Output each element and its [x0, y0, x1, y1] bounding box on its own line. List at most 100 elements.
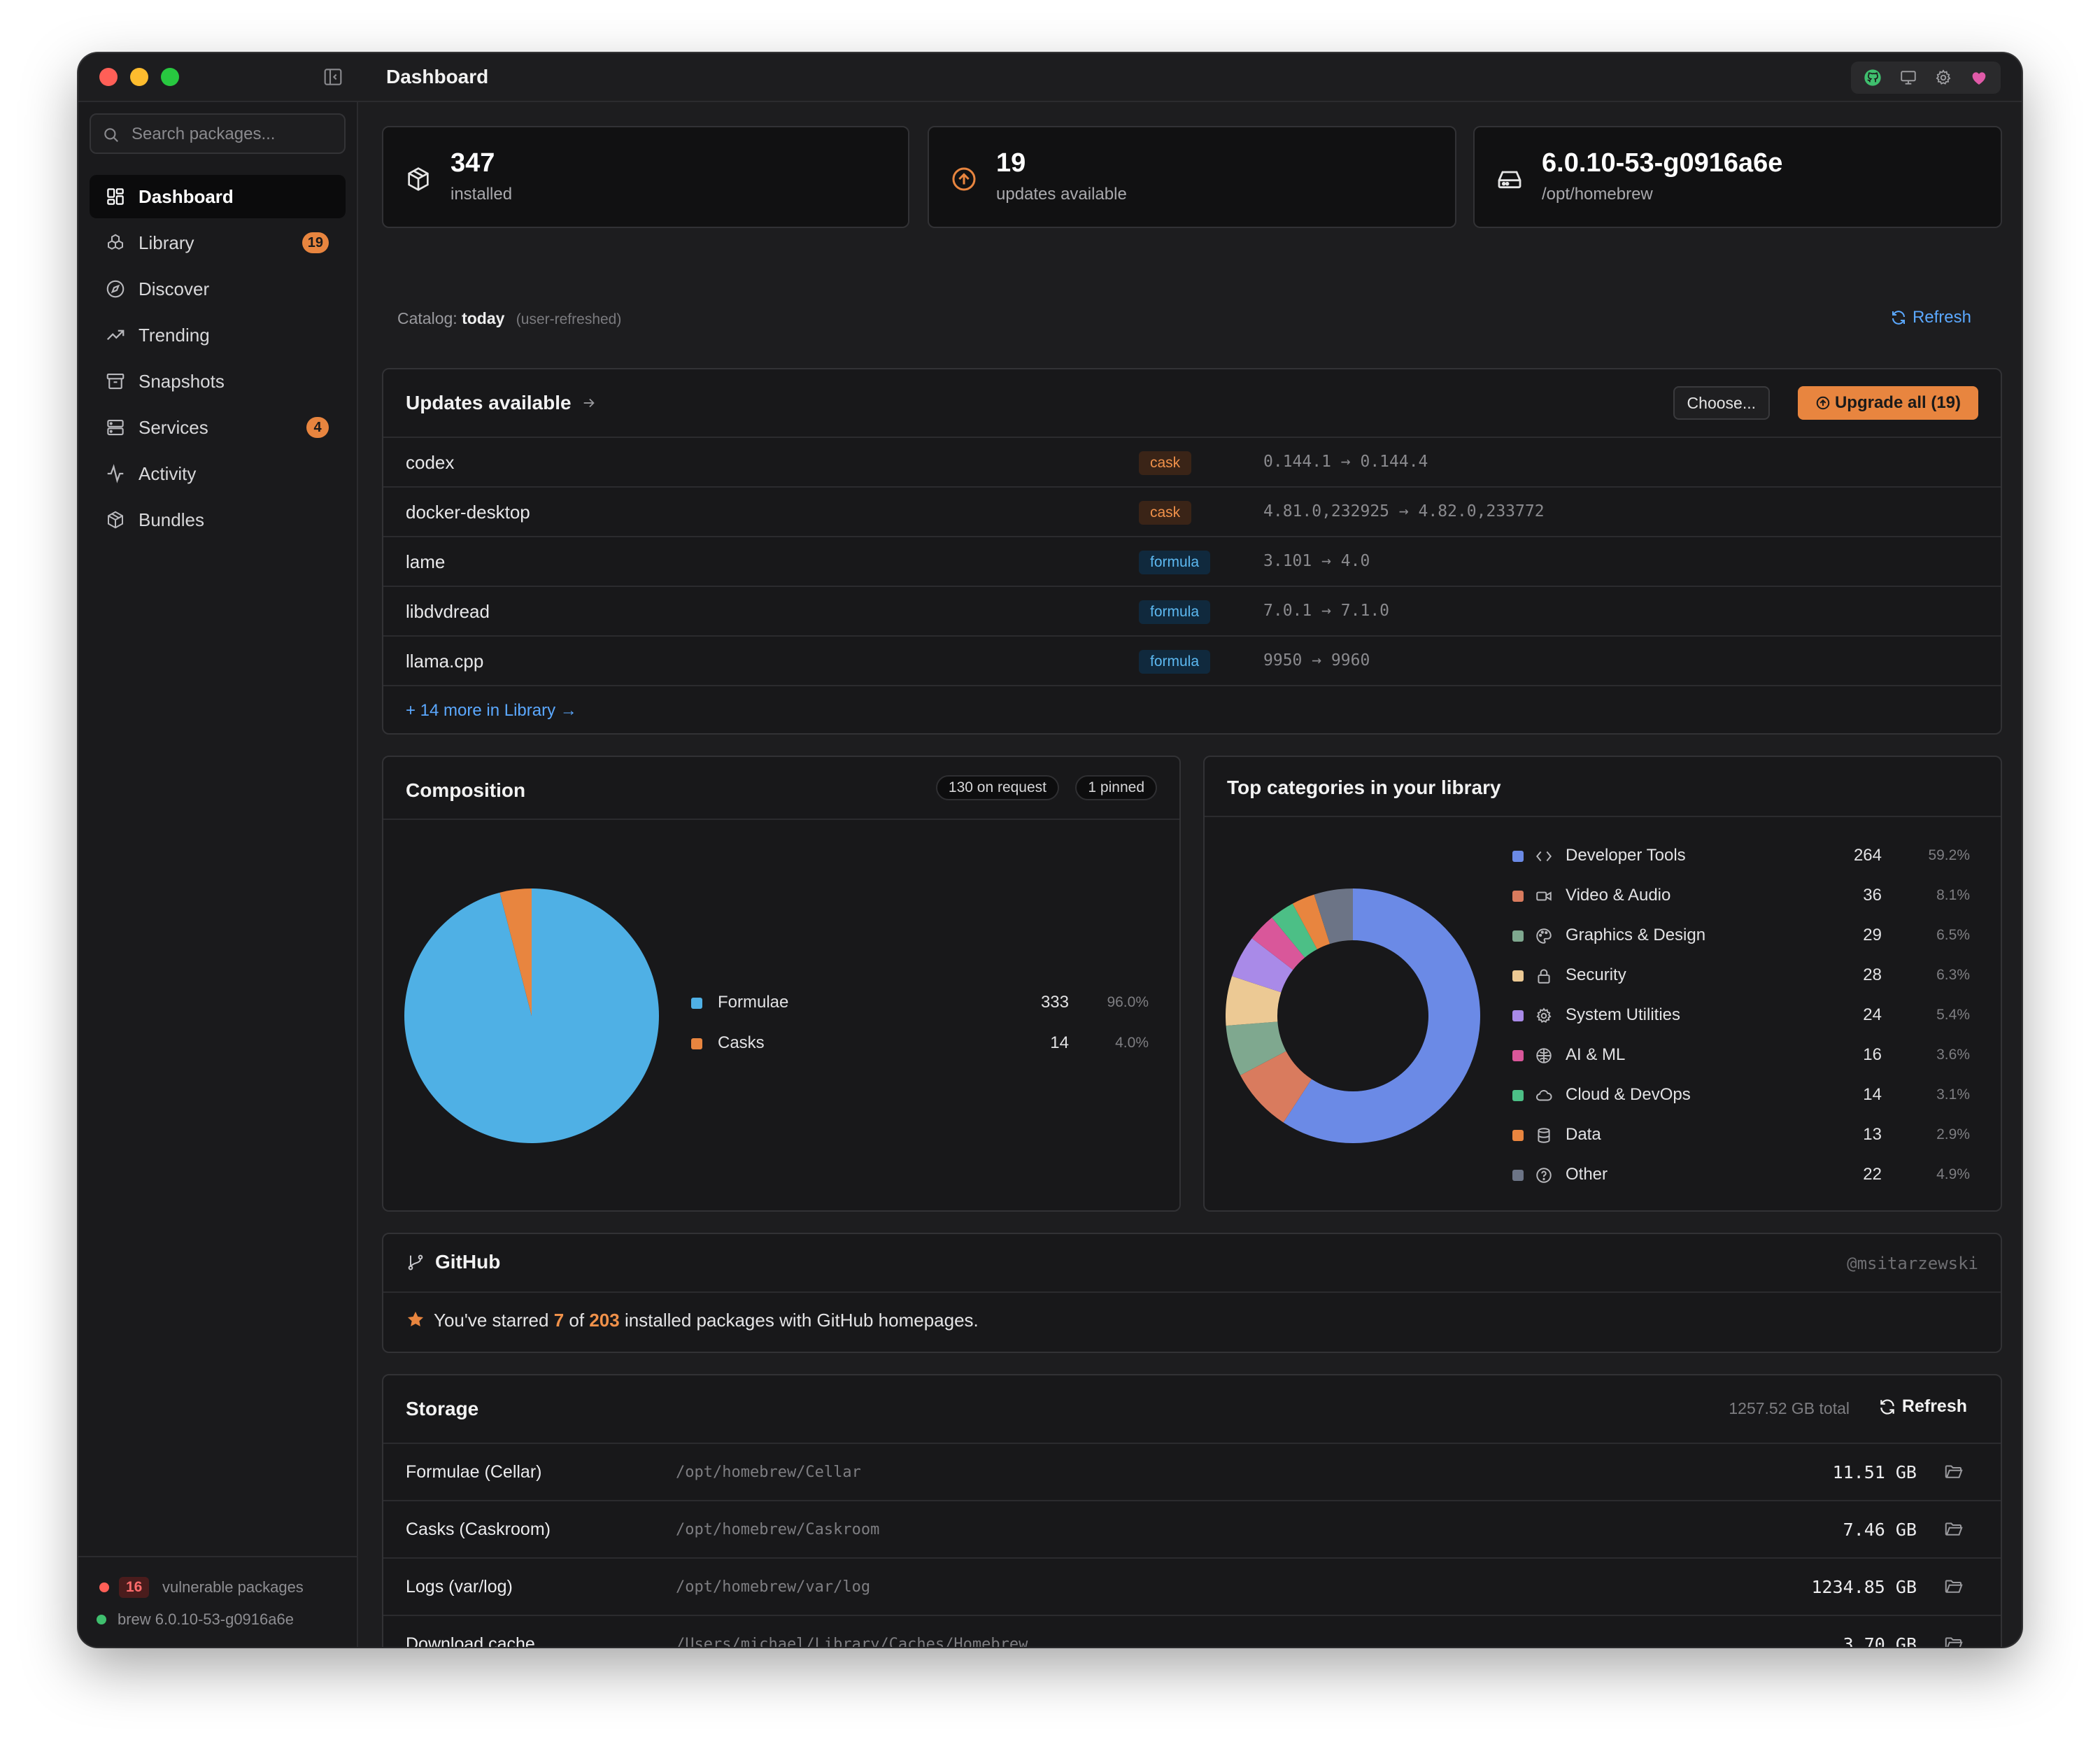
page-title: Dashboard [386, 66, 489, 87]
arrow-up-circle-icon [952, 167, 976, 191]
open-folder-icon[interactable] [1943, 1518, 1964, 1539]
category-slice-ai-ml[interactable] [1251, 917, 1305, 970]
legend-swatch [691, 998, 702, 1009]
choose-button[interactable]: Choose... [1673, 386, 1770, 420]
package-type-badge: cask [1139, 501, 1192, 525]
sidebar-item-bundles[interactable]: Bundles [90, 498, 346, 541]
minimize-window-button[interactable] [130, 68, 148, 86]
category-slice-cloud-devops[interactable] [1272, 903, 1317, 958]
composition-pie-chart [404, 888, 659, 1143]
update-row[interactable]: libdvdread formula 7.0.1 → 7.1.0 [383, 586, 2001, 635]
category-slice-system-utilities[interactable] [1232, 938, 1293, 993]
stat-card-updates[interactable]: 19 updates available [928, 126, 1456, 228]
category-slice-data[interactable] [1292, 894, 1331, 949]
sidebar-item-trending[interactable]: Trending [90, 313, 346, 357]
category-slice-graphics-design[interactable] [1226, 1021, 1286, 1076]
close-window-button[interactable] [99, 68, 118, 86]
update-row[interactable]: codex cask 0.144.1 → 0.144.4 [383, 437, 2001, 486]
github-icon[interactable] [1862, 67, 1883, 88]
open-folder-icon[interactable] [1943, 1461, 1964, 1482]
storage-total: 1257.52 GB total [1729, 1399, 1850, 1417]
legend-count: 14 [1050, 1033, 1069, 1052]
legend-label: Graphics & Design [1566, 926, 1706, 944]
search-icon [104, 128, 118, 142]
on-request-pill: 130 on request [935, 775, 1059, 800]
package-type-badge: formula [1139, 600, 1211, 624]
category-slice-other[interactable] [1314, 888, 1353, 944]
gear-icon[interactable] [1933, 67, 1954, 88]
vulnerable-label[interactable]: vulnerable packages [162, 1578, 304, 1596]
homepage-package-count: 203 [589, 1310, 620, 1331]
update-row[interactable]: lame formula 3.101 → 4.0 [383, 536, 2001, 586]
legend-swatch [1512, 970, 1524, 982]
composition-slice-casks[interactable] [499, 888, 532, 1016]
legend-swatch [1512, 1050, 1524, 1061]
help-circle-icon [1535, 1166, 1553, 1184]
legend-row[interactable]: AI & ML 16 3.6% [1512, 1043, 1970, 1068]
palette-icon [1535, 927, 1553, 945]
legend-row[interactable]: Video & Audio 36 8.1% [1512, 884, 1970, 909]
trending-icon [106, 330, 125, 341]
legend-label: Developer Tools [1566, 846, 1686, 865]
sidebar-item-label: Discover [139, 278, 210, 299]
heart-icon[interactable] [1968, 67, 1989, 88]
legend-row[interactable]: Graphics & Design 29 6.5% [1512, 923, 1970, 949]
sidebar-item-services[interactable]: Services 4 [90, 406, 346, 449]
update-row[interactable]: docker-desktop cask 4.81.0,232925 → 4.82… [383, 486, 2001, 536]
catalog-value: today [462, 309, 505, 327]
catalog-refresh-button[interactable]: Refresh [1890, 308, 1971, 327]
category-slice-developer-tools[interactable] [1283, 888, 1480, 1143]
categories-card: Top categories in your library Developer… [1203, 756, 2002, 1212]
legend-row[interactable]: Other 22 4.9% [1512, 1163, 1970, 1188]
sidebar: Dashboard Library 19 Discover Trending S… [78, 102, 358, 1647]
sidebar-item-snapshots[interactable]: Snapshots [90, 360, 346, 403]
update-row[interactable]: llama.cpp formula 9950 → 9960 [383, 635, 2001, 685]
legend-count: 333 [1040, 993, 1069, 1012]
storage-refresh-button[interactable]: Refresh [1878, 1396, 1967, 1417]
main-content: 347 installed 19 updates available 6.0.1… [358, 102, 2022, 1647]
github-username[interactable]: @msitarzewski [1847, 1254, 1978, 1273]
storage-name: Logs (var/log) [406, 1577, 513, 1596]
category-slice-video-audio[interactable] [1240, 1051, 1312, 1123]
services-count-badge: 4 [306, 417, 329, 438]
hard-drive-icon [1498, 171, 1521, 189]
upgrade-all-button[interactable]: Upgrade all (19) [1798, 386, 1978, 420]
legend-row[interactable]: Formulae 333 96.0% [691, 991, 1149, 1016]
search-input[interactable] [132, 122, 334, 147]
catalog-status: Catalog: today (user-refreshed) [397, 309, 621, 328]
category-slice-security[interactable] [1226, 976, 1282, 1026]
open-folder-icon[interactable] [1943, 1633, 1964, 1647]
sidebar-item-library[interactable]: Library 19 [90, 221, 346, 264]
storage-path: /opt/homebrew/Caskroom [676, 1521, 880, 1538]
more-in-library-link[interactable]: + 14 more in Library → [406, 701, 577, 720]
legend-percent: 3.6% [1936, 1047, 1970, 1063]
sidebar-item-discover[interactable]: Discover [90, 267, 346, 311]
legend-row[interactable]: System Utilities 24 5.4% [1512, 1003, 1970, 1028]
legend-row[interactable]: Casks 14 4.0% [691, 1031, 1149, 1056]
sidebar-toggle-icon[interactable] [322, 66, 344, 88]
categories-title: Top categories in your library [1227, 777, 1501, 798]
legend-count: 24 [1863, 1005, 1882, 1024]
catalog-note: (user-refreshed) [516, 311, 622, 327]
legend-row[interactable]: Developer Tools 264 59.2% [1512, 844, 1970, 869]
legend-label: Security [1566, 965, 1626, 984]
sidebar-item-dashboard[interactable]: Dashboard [90, 175, 346, 218]
vulnerable-count-badge[interactable]: 16 [119, 1577, 150, 1598]
starred-count: 7 [553, 1310, 565, 1331]
updates-title-link[interactable]: Updates available [406, 392, 597, 414]
legend-row[interactable]: Data 13 2.9% [1512, 1123, 1970, 1148]
updates-title: Updates available [406, 392, 572, 413]
version-change: 7.0.1 → 7.1.0 [1263, 602, 1390, 620]
maximize-window-button[interactable] [161, 68, 179, 86]
legend-row[interactable]: Security 28 6.3% [1512, 963, 1970, 989]
monitor-icon[interactable] [1898, 67, 1919, 88]
sidebar-item-activity[interactable]: Activity [90, 452, 346, 495]
legend-row[interactable]: Cloud & DevOps 14 3.1% [1512, 1083, 1970, 1108]
package-name: libdvdread [406, 601, 490, 622]
divider [1205, 816, 2001, 817]
open-folder-icon[interactable] [1943, 1575, 1964, 1596]
summary-suffix: installed packages with GitHub homepages… [624, 1310, 979, 1331]
github-card: GitHub @msitarzewski You've starred 7 of… [382, 1233, 2002, 1353]
legend-swatch [1512, 1130, 1524, 1141]
arrow-up-circle-icon [1816, 396, 1830, 410]
